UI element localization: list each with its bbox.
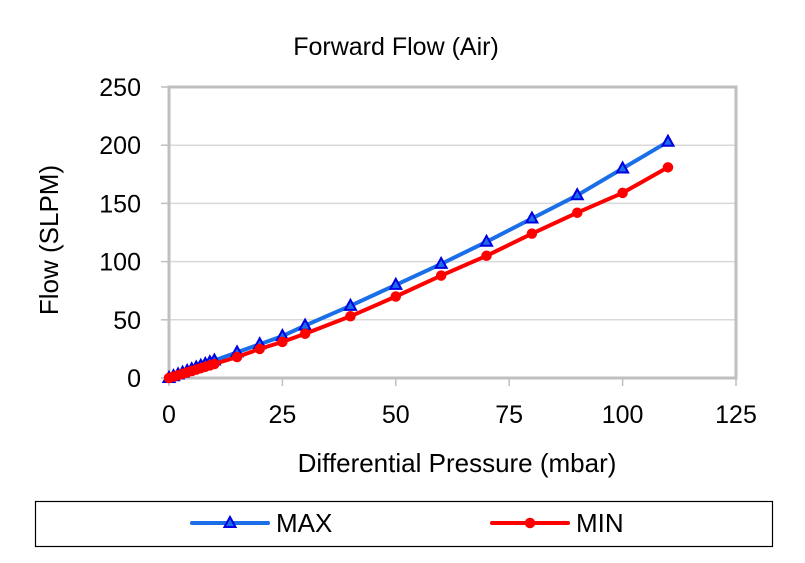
legend — [34, 500, 774, 548]
legend-marker-icon — [222, 514, 238, 528]
x-tick-label: 100 — [602, 401, 644, 429]
series-line-max — [167, 139, 670, 380]
data-point-max — [570, 187, 585, 201]
data-point-min — [526, 228, 538, 239]
plot-area-border — [167, 85, 738, 380]
x-tick-label: 50 — [382, 401, 410, 429]
data-point-min — [345, 311, 356, 322]
data-point-max — [388, 276, 403, 290]
data-point-min — [435, 270, 447, 281]
data-point-max — [479, 233, 494, 247]
y-tick-label: 100 — [99, 249, 141, 277]
data-point-min — [209, 358, 220, 370]
legend-entries: MAX MIN — [190, 508, 624, 538]
y-tick-label: 250 — [99, 74, 141, 102]
y-axis: 0 50 100 150 200 250 — [99, 74, 169, 393]
data-point-min — [617, 187, 628, 199]
data-point-min — [390, 291, 402, 302]
data-point-min — [299, 328, 311, 340]
y-tick-label: 150 — [99, 190, 141, 218]
data-point-max — [660, 133, 676, 147]
data-point-max — [433, 255, 449, 269]
y-tick-label: 200 — [99, 132, 141, 160]
y-axis-title: Flow (SLPM) — [34, 165, 64, 315]
x-tick-label: 75 — [495, 401, 523, 429]
x-tick-label: 125 — [715, 401, 757, 429]
legend-item-max: MAX — [190, 508, 332, 538]
x-tick-label: 25 — [268, 401, 296, 429]
y-tick-label: 50 — [113, 307, 141, 335]
data-point-min — [662, 162, 674, 173]
data-point-max — [297, 317, 313, 331]
x-axis-title: Differential Pressure (mbar) — [298, 448, 617, 478]
x-tick-label: 0 — [162, 401, 176, 429]
legend-label: MIN — [576, 508, 624, 538]
x-axis: 0 25 50 75 100 125 — [162, 378, 757, 429]
legend-item-min: MIN — [490, 508, 624, 538]
legend-marker-icon — [524, 517, 536, 529]
series-layer — [161, 133, 676, 384]
y-tick-label: 0 — [127, 365, 141, 393]
data-point-min — [254, 343, 265, 355]
data-point-max — [524, 210, 540, 224]
chart-title: Forward Flow (Air) — [293, 33, 499, 61]
data-point-min — [571, 207, 583, 218]
data-point-min — [231, 351, 243, 363]
data-point-min — [481, 250, 492, 262]
series-max — [161, 133, 676, 383]
data-point-max — [615, 160, 630, 174]
series-min — [163, 162, 674, 384]
data-point-max — [343, 297, 358, 311]
data-point-min — [277, 336, 288, 348]
gridlines — [169, 144, 736, 321]
legend-label: MAX — [276, 508, 332, 538]
